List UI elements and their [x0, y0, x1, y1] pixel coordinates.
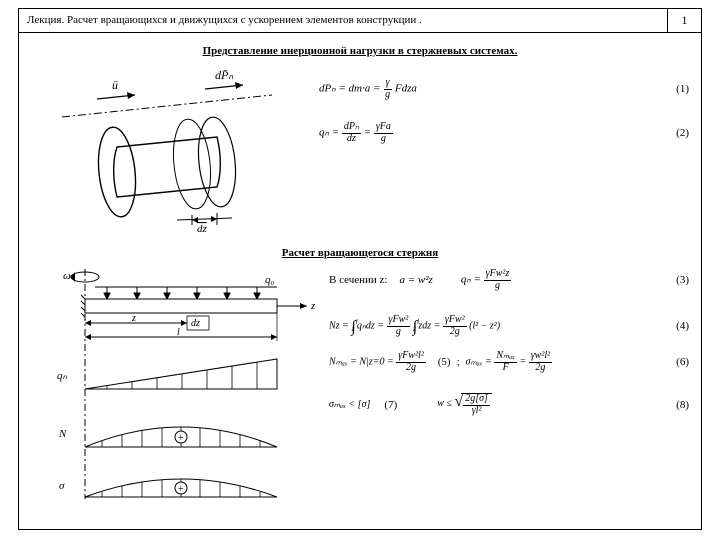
section2-title: Расчет вращающегося стержня	[19, 247, 701, 259]
dz-label: dz	[197, 223, 208, 235]
page-header: Лекция. Расчет вращающихся и движущихся …	[19, 9, 701, 33]
section1-body: ū dP̄ₙ dz d	[19, 67, 701, 227]
section1-title: Представление инерционной нагрузки в сте…	[19, 45, 701, 57]
eq2: qₙ = dPₙdz = γFag (2)	[319, 111, 689, 155]
eq1: dPₙ = dm·a = γg Fdza (1)	[319, 67, 689, 111]
svg-text:dz: dz	[191, 318, 200, 329]
eq3: В сечении z: a = w²z qₙ = γFw²zg (3)	[329, 269, 689, 291]
dp-label: dP̄ₙ	[215, 68, 233, 82]
eq1-lhs: dPₙ = dm·a =	[319, 83, 380, 95]
eq7-8: σₘₐₓ < [σ] (7) w ≤ 2g[σ]γl² (8)	[329, 393, 689, 416]
eq1-num: (1)	[676, 83, 689, 95]
svg-text:q₀: q₀	[265, 274, 275, 286]
svg-text:l: l	[177, 327, 180, 338]
eq5-6: Nₘₐₓ = N|z=0 = γFw²l²2g (5) ; σₘₐₓ = Nₘₐ…	[329, 351, 689, 373]
rotating-rod-figure: ω q₀	[47, 269, 327, 509]
page-number: 1	[667, 9, 701, 32]
svg-text:qₙ: qₙ	[57, 370, 68, 382]
eq2-num: (2)	[676, 127, 689, 139]
svg-text:+: +	[178, 484, 184, 495]
cylinder-figure: ū dP̄ₙ dz	[57, 67, 277, 227]
page-frame: Лекция. Расчет вращающихся и движущихся …	[18, 8, 702, 530]
section1-equations: dPₙ = dm·a = γg Fdza (1) qₙ = dPₙdz = γF…	[319, 67, 689, 155]
svg-text:z: z	[310, 300, 316, 312]
svg-text:+: +	[178, 433, 184, 444]
lecture-title: Лекция. Расчет вращающихся и движущихся …	[19, 9, 667, 32]
u-label: ū	[112, 78, 118, 92]
svg-text:ω: ω	[63, 270, 71, 282]
svg-text:z: z	[131, 313, 136, 324]
section2-equations: В сечении z: a = w²z qₙ = γFw²zg (3) Nz …	[329, 269, 689, 426]
svg-text:N: N	[58, 428, 67, 440]
eq4: Nz = ∫lz qₙdz = γFw²g ∫lz zdz = γFw²2g (…	[329, 315, 689, 337]
section2-body: ω q₀	[19, 269, 701, 529]
page-content: Представление инерционной нагрузки в сте…	[19, 45, 701, 529]
svg-text:σ: σ	[59, 480, 65, 492]
eq1-tail: Fdza	[395, 83, 417, 95]
